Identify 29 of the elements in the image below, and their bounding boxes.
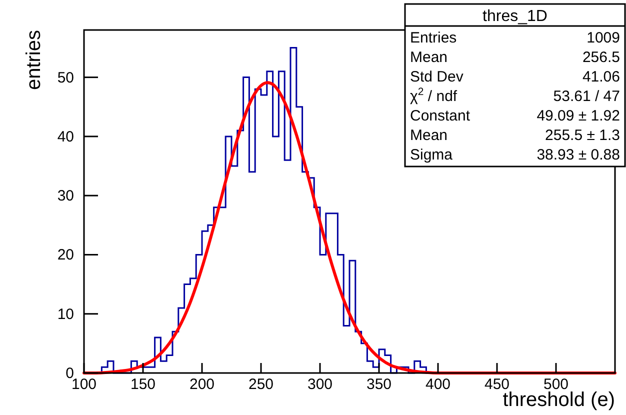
x-tick-label: 150: [130, 376, 156, 393]
y-tick-label: 0: [66, 365, 74, 382]
text: thres_1D: [482, 8, 548, 25]
y-tick-label: 30: [57, 188, 74, 205]
annotation: χ$^{2}$ / ndf: [410, 86, 458, 105]
annotation: 49.09 ± 1.92: [536, 108, 620, 124]
x-tick-label: 400: [425, 376, 451, 393]
annotation: 1009: [586, 30, 620, 46]
x-tick-label: 250: [248, 376, 274, 393]
annotation: 256.5: [582, 49, 620, 66]
y-axis-title: entries: [23, 30, 45, 90]
annotation: Constant: [410, 108, 471, 124]
y-tick-label: 40: [57, 128, 74, 146]
annotation: Std Dev: [410, 68, 464, 86]
annotation: 38.93 ± 0.88: [536, 146, 620, 164]
x-tick-label: 350: [366, 376, 392, 393]
x-tick-label: 200: [189, 376, 215, 393]
y-tick-label: 50: [57, 69, 74, 86]
x-tick-label: 300: [307, 376, 333, 393]
annotation: 41.06: [582, 68, 620, 86]
annotation: 255.5 ± 1.3: [545, 127, 620, 144]
annotation: 53.61 / 47: [553, 88, 620, 105]
annotation: Sigma: [410, 146, 454, 164]
x-tick-label: 100: [71, 376, 97, 393]
annotation: Entries: [410, 30, 457, 46]
annotation: Mean: [410, 127, 448, 144]
y-tick-label: 20: [57, 246, 74, 264]
annotation: Mean: [410, 49, 448, 66]
y-tick-label: 10: [57, 306, 74, 323]
